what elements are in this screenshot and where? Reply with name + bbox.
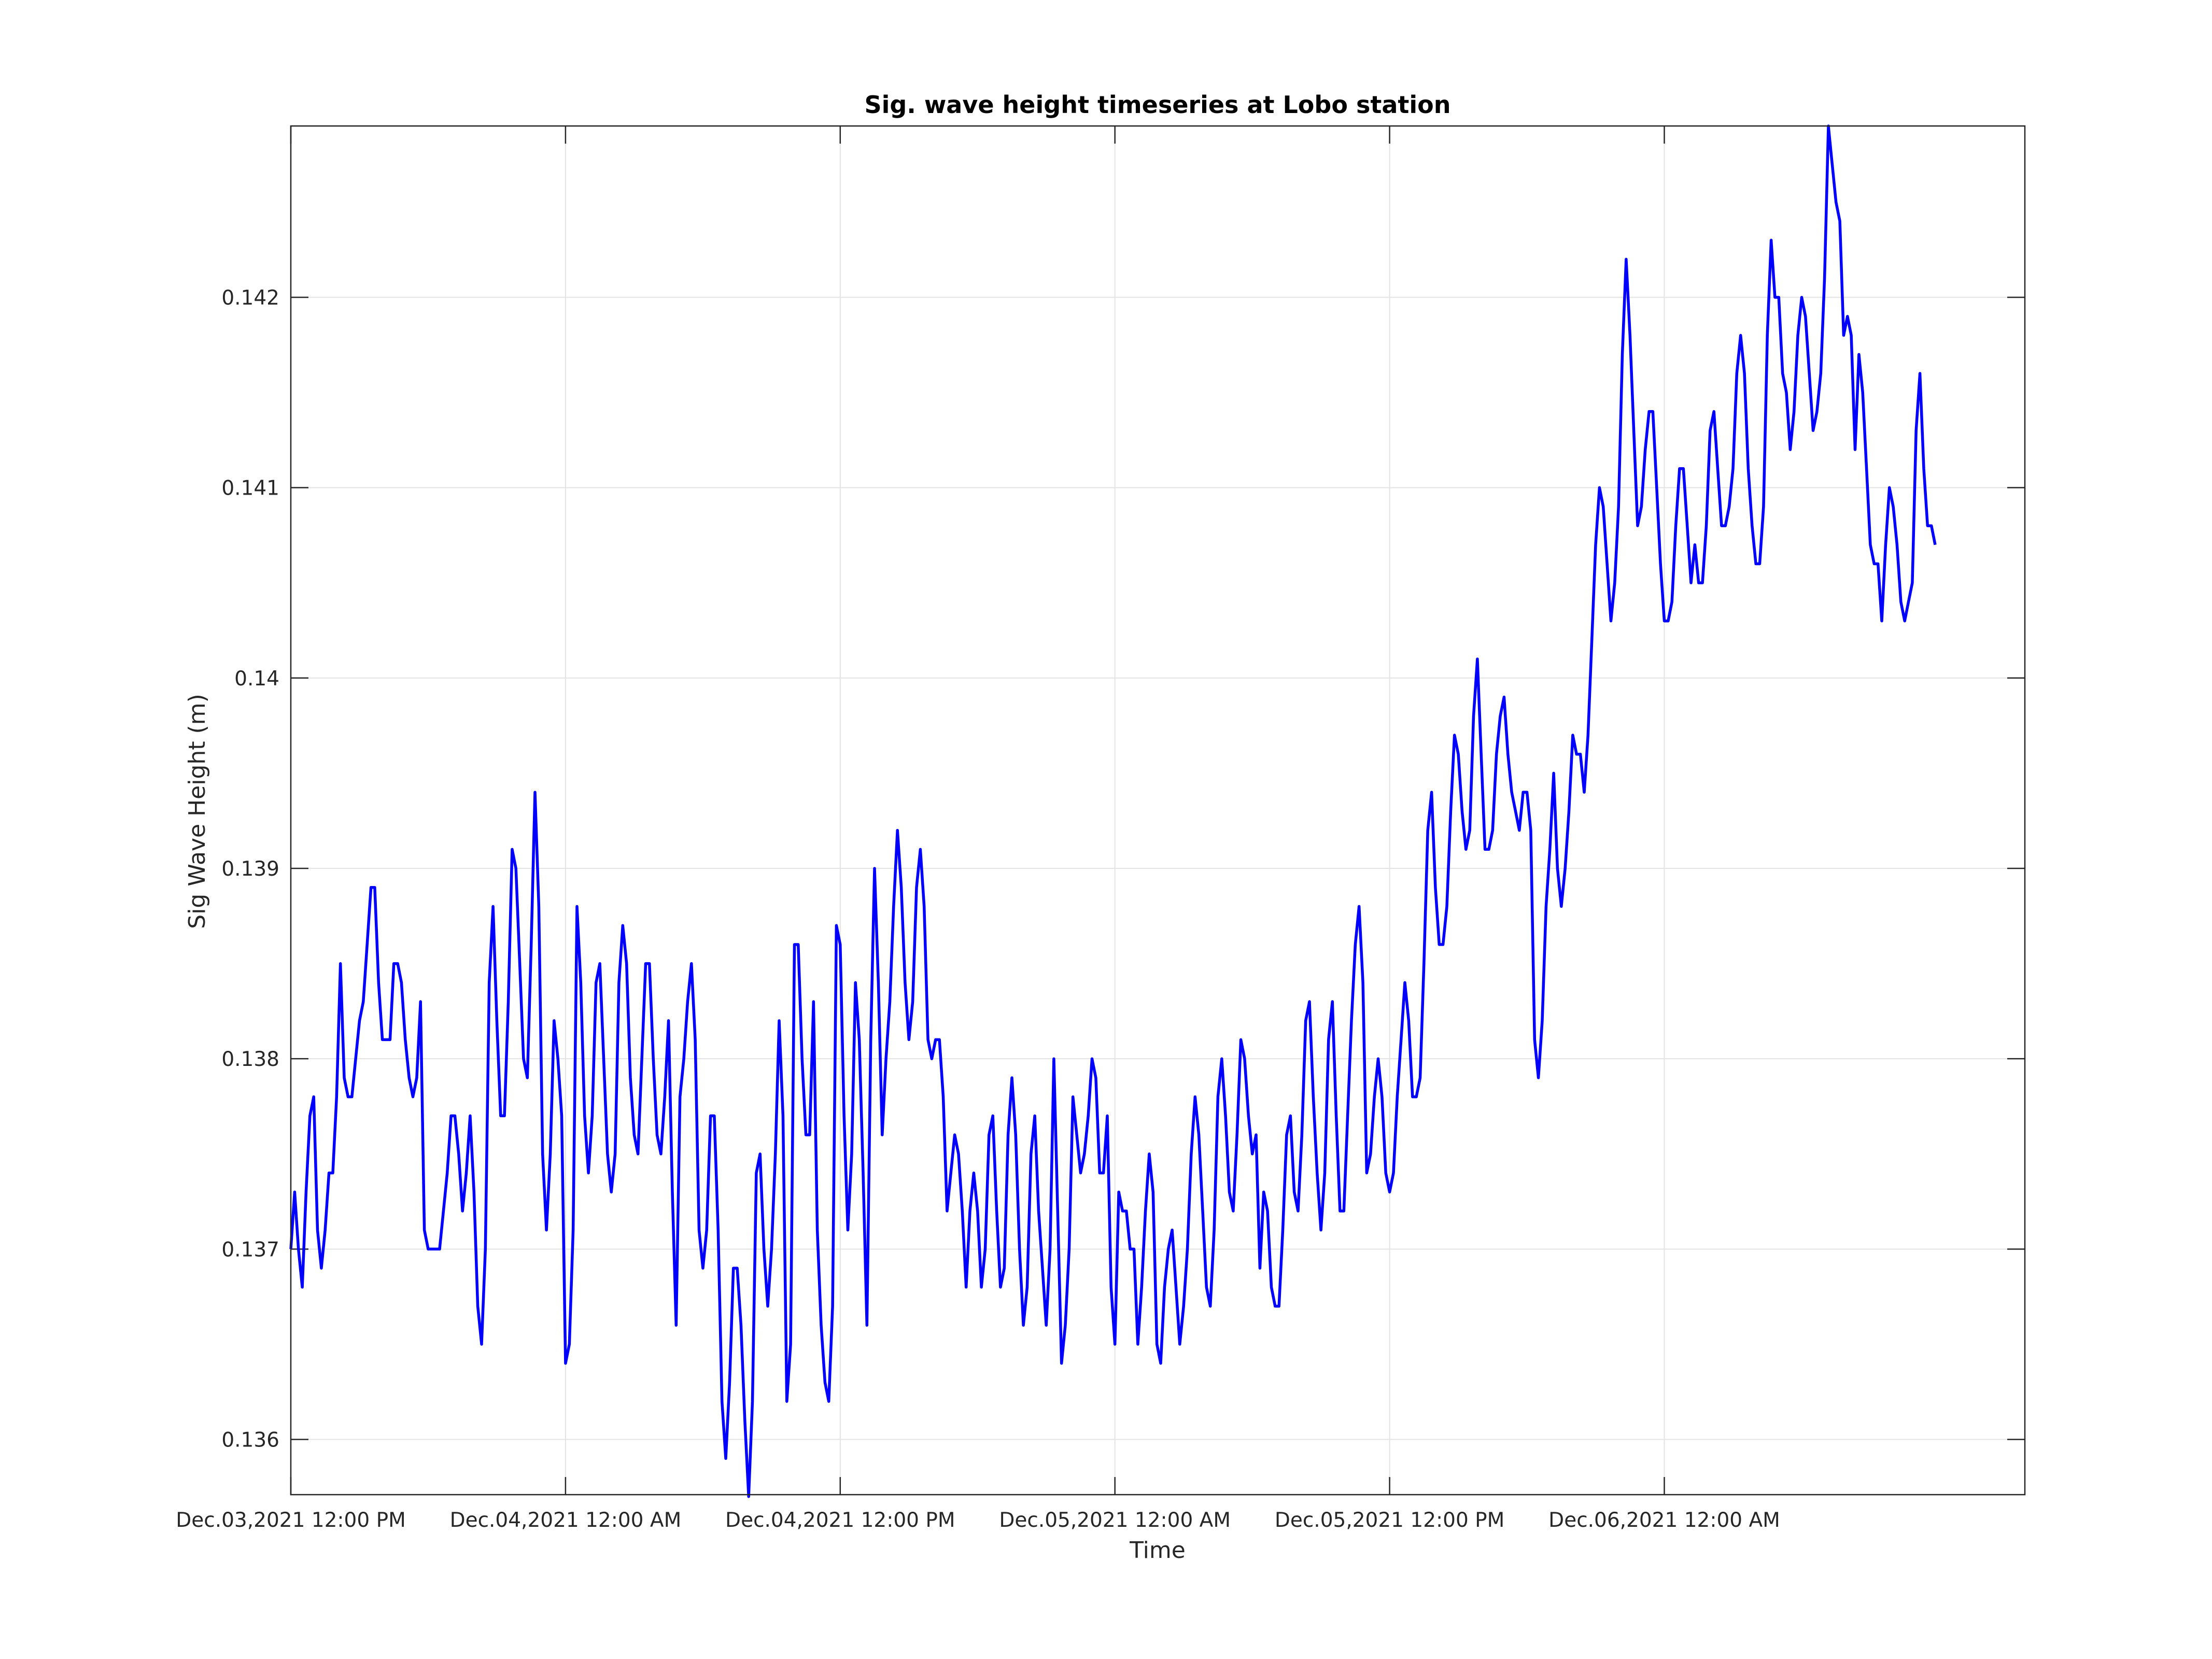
y-tick-label: 0.14 (234, 667, 279, 691)
plot-area-background (291, 126, 2025, 1495)
x-axis-label: Time (1129, 1537, 1186, 1564)
x-tick-label: Dec.05,2021 12:00 PM (1275, 1509, 1505, 1532)
y-tick-label: 0.136 (221, 1429, 279, 1452)
y-tick-label: 0.142 (221, 286, 279, 310)
axes-box (290, 125, 2026, 1496)
x-tick-label: Dec.04,2021 12:00 PM (725, 1509, 955, 1532)
x-tick-label: Dec.03,2021 12:00 PM (176, 1509, 406, 1532)
y-axis-label: Sig Wave Height (m) (184, 694, 210, 929)
plot-series (289, 124, 1937, 1498)
y-tick-label: 0.139 (221, 857, 279, 881)
y-tick-label: 0.138 (221, 1048, 279, 1071)
y-tick-label: 0.141 (221, 477, 279, 500)
x-tick-label: Dec.04,2021 12:00 AM (450, 1509, 682, 1532)
series-line-0 (289, 124, 1937, 1498)
x-tick-labels: Dec.03,2021 12:00 PM Dec.04,2021 12:00 AM… (176, 1509, 1780, 1532)
y-tick-label: 0.137 (221, 1238, 279, 1261)
y-tick-labels: 0.136 0.137 0.138 0.139 0.14 0.141 0.142 (221, 286, 279, 1452)
chart-title: Sig. wave height timeseries at Lobo stat… (865, 91, 1451, 119)
x-tick-label: Dec.06,2021 12:00 AM (1548, 1509, 1780, 1532)
x-tick-label: Dec.05,2021 12:00 AM (999, 1509, 1231, 1532)
